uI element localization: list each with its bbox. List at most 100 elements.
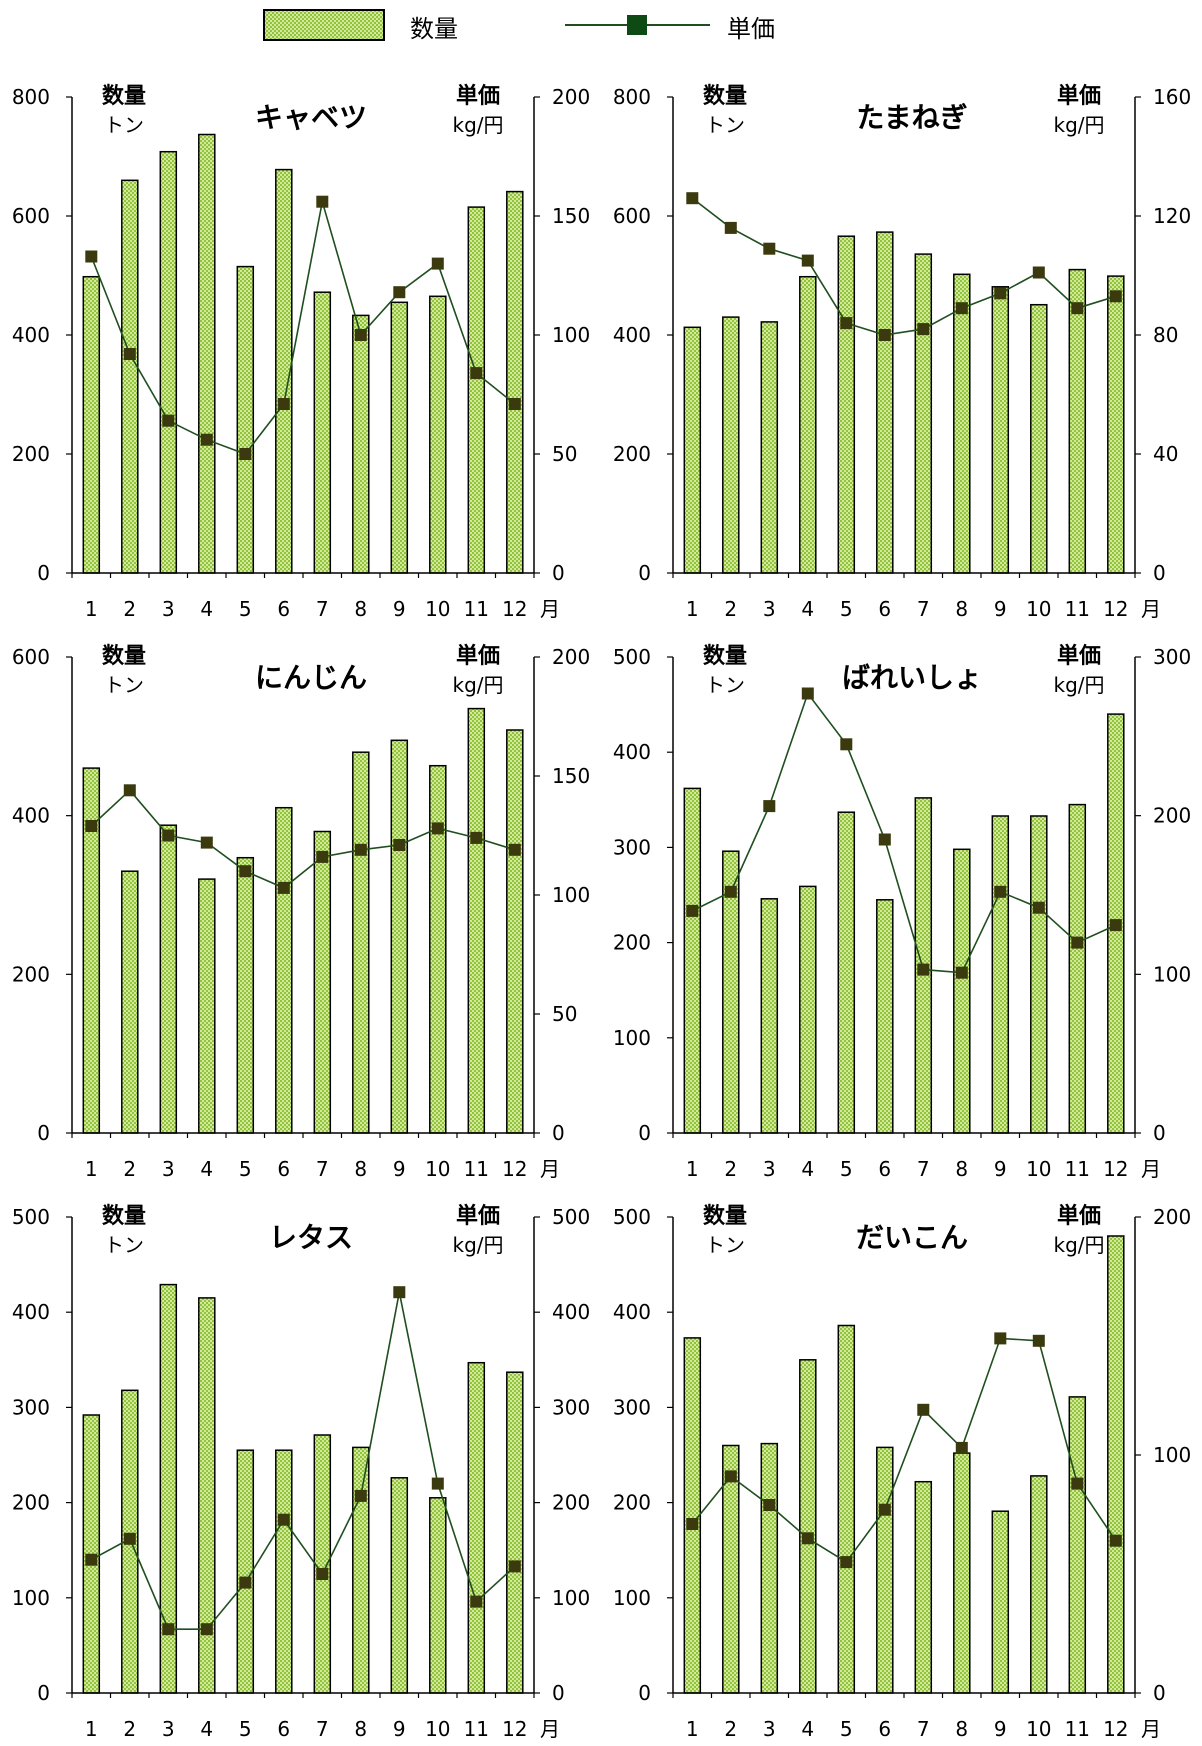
x-tick-label: 2: [123, 1717, 136, 1741]
legend-bar-swatch: [264, 10, 384, 40]
bar-quantity-11: [468, 709, 484, 1133]
price-marker-5: [239, 448, 251, 460]
left-tick-label: 300: [613, 835, 651, 859]
x-tick-label: 10: [425, 1157, 450, 1181]
right-tick-label: 150: [552, 764, 590, 788]
left-axis-unit: トン: [104, 113, 144, 137]
right-tick-label: 0: [552, 561, 565, 585]
price-marker-7: [316, 851, 328, 863]
x-tick-label: 5: [239, 1717, 252, 1741]
x-tick-label: 6: [277, 1717, 290, 1741]
x-unit-label: 月: [540, 1717, 560, 1741]
legend-line-label: 単価: [727, 15, 775, 43]
price-marker-8: [355, 329, 367, 341]
right-tick-label: 200: [552, 85, 590, 109]
bar-quantity-9: [992, 287, 1008, 573]
right-tick-label: 160: [1153, 85, 1191, 109]
right-axis-unit: kg/円: [1053, 673, 1104, 697]
bar-quantity-7: [915, 1482, 931, 1693]
bar-quantity-8: [353, 752, 369, 1133]
left-axis-unit: トン: [705, 113, 745, 137]
x-tick-label: 7: [316, 1157, 329, 1181]
x-tick-label: 9: [994, 1157, 1007, 1181]
price-line: [91, 202, 515, 454]
price-marker-12: [509, 844, 521, 856]
price-marker-9: [994, 287, 1006, 299]
price-marker-10: [432, 822, 444, 834]
left-tick-label: 200: [613, 442, 651, 466]
x-tick-label: 6: [878, 597, 891, 621]
price-marker-3: [763, 243, 775, 255]
left-tick-label: 0: [37, 1121, 50, 1145]
price-marker-1: [85, 820, 97, 832]
bar-quantity-5: [237, 858, 253, 1133]
price-marker-6: [879, 1504, 891, 1516]
price-marker-4: [201, 837, 213, 849]
left-tick-label: 200: [12, 1491, 50, 1515]
left-tick-label: 500: [613, 645, 651, 669]
x-tick-label: 3: [763, 597, 776, 621]
price-marker-8: [355, 844, 367, 856]
right-tick-label: 50: [552, 442, 577, 466]
price-marker-11: [470, 367, 482, 379]
left-axis-label: 数量: [703, 643, 747, 669]
bar-quantity-12: [507, 1372, 523, 1693]
bar-quantity-7: [915, 254, 931, 573]
bar-quantity-9: [992, 816, 1008, 1133]
price-marker-1: [686, 192, 698, 204]
right-axis-label: 単価: [1057, 1203, 1101, 1229]
price-marker-2: [124, 1533, 136, 1545]
left-tick-label: 600: [12, 204, 50, 228]
left-tick-label: 800: [12, 85, 50, 109]
right-axis-label: 単価: [456, 1203, 500, 1229]
price-marker-5: [840, 738, 852, 750]
x-tick-label: 4: [200, 1717, 213, 1741]
x-unit-label: 月: [540, 1157, 560, 1181]
x-tick-label: 2: [724, 1157, 737, 1181]
price-marker-12: [509, 398, 521, 410]
bar-quantity-10: [430, 1498, 446, 1693]
chart-title: キャベツ: [255, 101, 367, 134]
x-tick-label: 1: [85, 1717, 98, 1741]
price-marker-10: [432, 258, 444, 270]
x-tick-label: 3: [162, 1157, 175, 1181]
x-tick-label: 11: [464, 597, 489, 621]
left-axis-unit: トン: [104, 1233, 144, 1257]
right-tick-label: 0: [1153, 1681, 1166, 1705]
price-marker-10: [1033, 1335, 1045, 1347]
right-tick-label: 100: [552, 883, 590, 907]
x-tick-label: 2: [123, 1157, 136, 1181]
x-tick-label: 7: [917, 597, 930, 621]
price-marker-1: [686, 905, 698, 917]
x-tick-label: 3: [162, 1717, 175, 1741]
right-tick-label: 200: [1153, 1205, 1191, 1229]
right-tick-label: 0: [552, 1121, 565, 1145]
x-tick-label: 5: [840, 597, 853, 621]
price-marker-5: [239, 865, 251, 877]
left-tick-label: 200: [12, 962, 50, 986]
bar-quantity-5: [237, 1450, 253, 1693]
x-tick-label: 10: [425, 1717, 450, 1741]
x-tick-label: 10: [1026, 597, 1051, 621]
x-tick-label: 9: [994, 1717, 1007, 1741]
x-tick-label: 4: [200, 597, 213, 621]
x-tick-label: 11: [1065, 597, 1090, 621]
bar-quantity-1: [83, 277, 99, 573]
right-tick-label: 400: [552, 1300, 590, 1324]
left-tick-label: 0: [37, 1681, 50, 1705]
price-line: [91, 1292, 515, 1629]
price-marker-3: [162, 1623, 174, 1635]
price-marker-3: [763, 800, 775, 812]
price-marker-7: [316, 196, 328, 208]
left-tick-label: 400: [613, 323, 651, 347]
price-marker-12: [1110, 1535, 1122, 1547]
x-tick-label: 1: [686, 1717, 699, 1741]
bar-quantity-1: [684, 788, 700, 1133]
price-marker-1: [686, 1518, 698, 1530]
price-marker-8: [956, 1442, 968, 1454]
